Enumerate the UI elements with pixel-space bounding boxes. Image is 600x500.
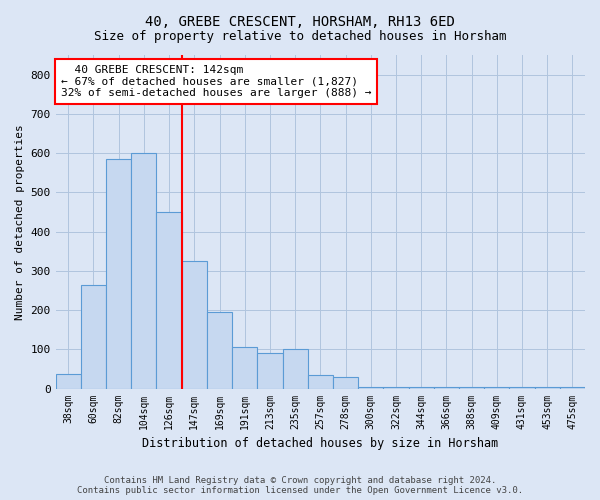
Y-axis label: Number of detached properties: Number of detached properties (15, 124, 25, 320)
Bar (484, 386, 509, 388)
Bar (459, 386, 484, 388)
Bar (182, 261, 207, 388)
X-axis label: Distribution of detached houses by size in Horsham: Distribution of detached houses by size … (142, 437, 499, 450)
Bar (232, 348, 257, 389)
Bar (157, 212, 182, 388)
Text: Size of property relative to detached houses in Horsham: Size of property relative to detached ho… (94, 30, 506, 43)
Text: 40, GREBE CRESCENT, HORSHAM, RH13 6ED: 40, GREBE CRESCENT, HORSHAM, RH13 6ED (145, 15, 455, 29)
Bar (383, 386, 409, 388)
Bar (358, 386, 383, 388)
Bar (333, 377, 358, 388)
Bar (409, 386, 434, 388)
Bar (106, 159, 131, 388)
Bar (207, 312, 232, 388)
Bar (257, 353, 283, 388)
Bar (81, 284, 106, 389)
Text: Contains HM Land Registry data © Crown copyright and database right 2024.
Contai: Contains HM Land Registry data © Crown c… (77, 476, 523, 495)
Bar (535, 386, 560, 388)
Bar (509, 386, 535, 388)
Bar (131, 153, 157, 388)
Text: 40 GREBE CRESCENT: 142sqm
← 67% of detached houses are smaller (1,827)
32% of se: 40 GREBE CRESCENT: 142sqm ← 67% of detac… (61, 65, 371, 98)
Bar (283, 350, 308, 389)
Bar (308, 375, 333, 388)
Bar (56, 374, 81, 388)
Bar (434, 386, 459, 388)
Bar (560, 386, 585, 388)
